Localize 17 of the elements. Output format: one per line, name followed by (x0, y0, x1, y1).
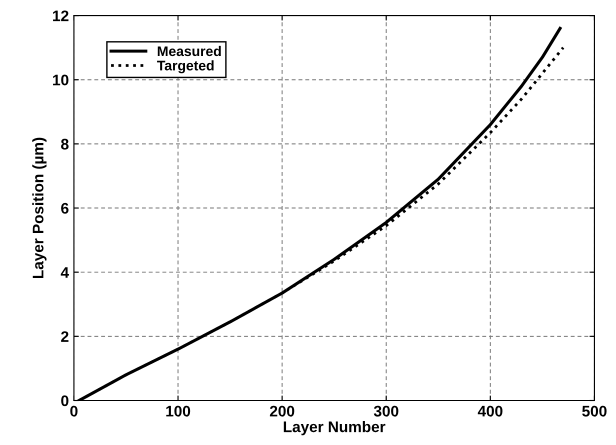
y-tick-label: 8 (61, 138, 69, 150)
y-tick-label: 2 (61, 331, 68, 342)
x-axis-title: Layer Number (284, 420, 386, 436)
y-tick-label: 4 (60, 267, 69, 278)
x-tick-label: 400 (478, 406, 502, 417)
legend-label: Measured (158, 46, 221, 56)
y-tick-label: 12 (53, 10, 68, 22)
x-tick-label: 100 (166, 406, 190, 417)
y-tick-label: 6 (61, 202, 69, 214)
x-tick-label: 500 (582, 406, 607, 417)
y-tick-label: 0 (61, 395, 68, 406)
x-tick-label: 300 (374, 406, 398, 417)
legend-label: Targeted (157, 60, 214, 74)
y-tick-label: 10 (53, 74, 68, 86)
x-tick-label: 0 (70, 406, 78, 417)
x-tick-label: 200 (270, 406, 294, 417)
y-axis-title: Layer Position (µm) (32, 138, 47, 278)
